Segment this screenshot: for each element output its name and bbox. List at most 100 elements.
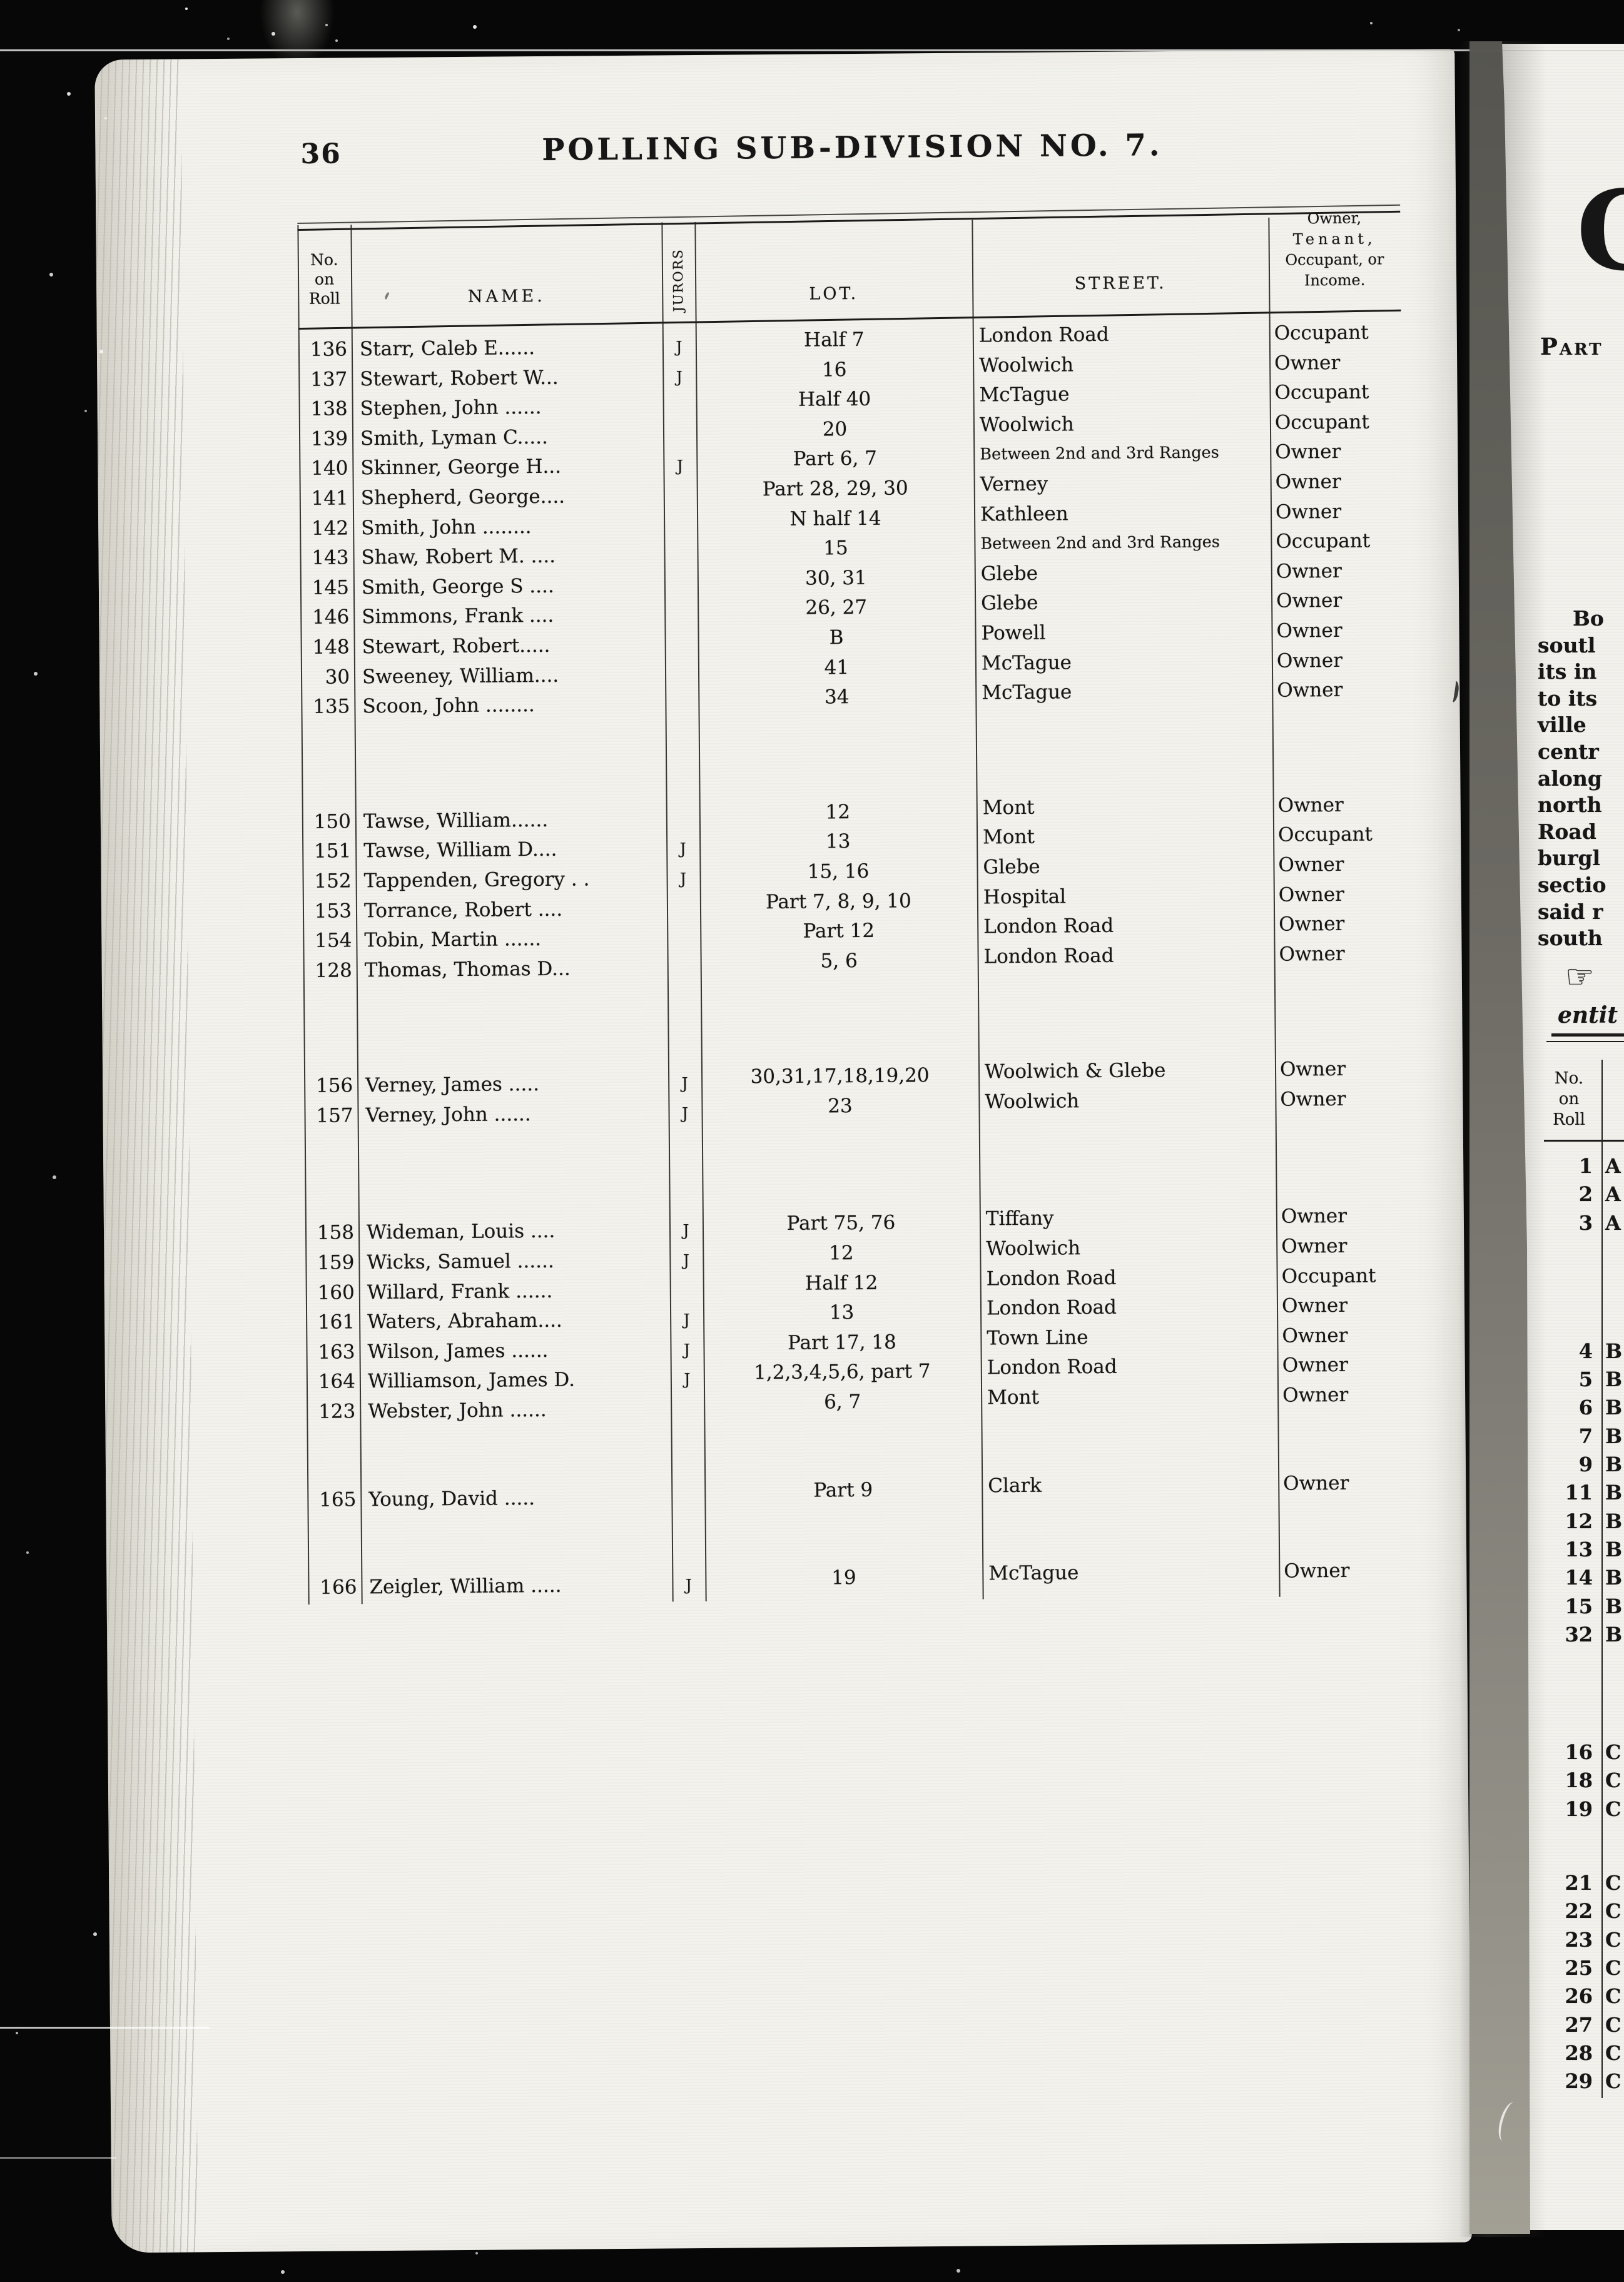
cell-roll-number: 16 xyxy=(1565,1740,1593,1765)
table-row: 165 Young, David ..... Part 9 Clark Owner xyxy=(307,1472,1410,1515)
cell-name: Smith, George S .... xyxy=(361,574,554,599)
cell-roll-number: 150 xyxy=(313,810,352,833)
cell-name-initial: B xyxy=(1605,1396,1623,1420)
cell-juror-flag xyxy=(664,630,698,660)
cell-status: Occupant xyxy=(1274,410,1369,434)
cell-juror-flag xyxy=(664,481,697,511)
cell-juror-flag xyxy=(666,804,699,834)
cell-status: Owner xyxy=(1282,1354,1348,1377)
cell-name-initial: B xyxy=(1605,1453,1623,1477)
cell-roll-number: 158 xyxy=(317,1221,355,1245)
cell-roll-number: 9 xyxy=(1578,1453,1593,1477)
cell-name: Webster, John ...... xyxy=(368,1399,547,1423)
cell-roll-number: 11 xyxy=(1565,1481,1593,1505)
cell-street: Mont xyxy=(982,796,1035,819)
cell-street: London Road xyxy=(983,914,1114,938)
row-group: 166 Zeigler, William ..... J 19 McTague Owner xyxy=(308,1559,1411,1603)
cell-lot: B xyxy=(829,626,844,649)
cell-street: Woolwich xyxy=(979,353,1074,377)
cell-lot: 41 xyxy=(824,656,850,679)
cell-roll-number: 30 xyxy=(325,665,350,689)
cell-roll-number: 28 xyxy=(1565,2041,1593,2065)
film-scratch-line xyxy=(0,2027,210,2029)
roll-entry-row: 19 C xyxy=(1471,1795,1624,1823)
cell-name-initial: C xyxy=(1605,1955,1621,1980)
row-group: 136 Starr, Caleb E...... J Half 7 London Roa… xyxy=(298,322,1404,723)
cell-status: Owner xyxy=(1282,1324,1348,1347)
cell-name: Verney, James ..... xyxy=(365,1073,540,1097)
cell-roll-number: 140 xyxy=(311,457,348,480)
cell-name: Stephen, John ...... xyxy=(360,396,542,420)
cell-street: Woolwich xyxy=(985,1090,1080,1113)
header-line: No. xyxy=(1554,1069,1584,1088)
cell-status: Owner xyxy=(1277,679,1343,702)
cell-juror-flag: J xyxy=(681,1104,689,1123)
cell-street: Powell xyxy=(981,621,1046,645)
cell-roll-number: 123 xyxy=(318,1400,356,1423)
row-group: 4 B 5 B 6 B 7 B 9 B 11 B 12 B 13 B 14 B 15 B 32 B xyxy=(1471,1337,1624,1649)
cell-name: Sweeney, William.... xyxy=(362,664,559,688)
cell-juror-flag: J xyxy=(676,367,683,386)
cell-status: Owner xyxy=(1282,1383,1349,1407)
cell-roll-number: 6 xyxy=(1578,1396,1593,1420)
cell-name-initial: C xyxy=(1605,2012,1621,2037)
cell-juror-flag xyxy=(664,570,698,601)
roll-entry-row: 12 B xyxy=(1471,1508,1624,1536)
cell-name: Stewart, Robert..... xyxy=(362,634,551,659)
paragraph-fragment: Bo soutl its in to its ville centr along north R… xyxy=(1538,606,1624,952)
cell-name-initial: B xyxy=(1605,1481,1623,1505)
cell-name-initial: B xyxy=(1605,1622,1623,1646)
row-group: 158 Wideman, Louis .... J Part 75, 76 Tiffan… xyxy=(305,1205,1410,1428)
cell-name: Tappenden, Gregory . . xyxy=(363,868,590,893)
cell-name: Williamson, James D. xyxy=(367,1369,576,1393)
cell-status: Owner xyxy=(1284,1559,1350,1583)
cell-name: Shepherd, George.... xyxy=(360,485,566,510)
cell-juror-flag xyxy=(662,392,696,422)
cell-roll-number: 128 xyxy=(315,959,352,982)
roll-entry-row: 16 C xyxy=(1471,1738,1624,1767)
cell-roll-number: 146 xyxy=(312,606,350,629)
cell-juror-flag: J xyxy=(681,1074,688,1093)
cell-juror-flag xyxy=(671,1394,704,1424)
cell-name: Zeigler, William ..... xyxy=(369,1575,562,1599)
roll-entry-row: 22 C xyxy=(1471,1897,1624,1925)
cell-roll-number: 135 xyxy=(313,695,350,718)
cell-lot: Part 17, 18 xyxy=(787,1331,896,1354)
table-top-rule xyxy=(1546,1041,1624,1042)
cell-lot: Part 9 xyxy=(813,1478,873,1502)
cell-juror-flag: J xyxy=(684,1370,691,1389)
cell-status: Owner xyxy=(1274,351,1341,375)
header-line: Tenant, xyxy=(1292,230,1376,248)
cell-roll-number: 5 xyxy=(1578,1367,1593,1392)
cell-lot: Part 28, 29, 30 xyxy=(762,477,908,501)
cell-status: Occupant xyxy=(1281,1264,1376,1288)
row-group: 165 Young, David ..... Part 9 Clark Owner xyxy=(307,1472,1410,1515)
cell-name-initial: B xyxy=(1605,1509,1623,1533)
cell-street: London Road xyxy=(978,323,1109,347)
cell-lot: Part 7, 8, 9, 10 xyxy=(765,889,911,913)
header-line: Income. xyxy=(1304,271,1366,290)
paragraph-line: north xyxy=(1538,793,1602,818)
cell-juror-flag xyxy=(670,1275,703,1306)
cell-juror-flag: J xyxy=(679,839,686,858)
roll-entry-row: 28 C xyxy=(1471,2039,1624,2067)
cell-lot: Half 7 xyxy=(803,328,865,352)
cell-roll-number: 156 xyxy=(315,1074,353,1098)
cell-juror-flag: J xyxy=(685,1576,693,1595)
header-line: No. xyxy=(310,250,338,269)
cell-name: Willard, Frank ...... xyxy=(367,1279,553,1304)
roll-entry-row: 14 B xyxy=(1471,1564,1624,1592)
cell-status: Owner xyxy=(1275,500,1342,524)
table-rows: 136 Starr, Caleb E...... J Half 7 London Roa… xyxy=(298,322,1411,1603)
cell-name: Wilson, James ...... xyxy=(367,1339,549,1364)
cell-status: Occupant xyxy=(1276,529,1371,553)
cell-lot: Part 12 xyxy=(803,919,875,943)
row-group: 156 Verney, James ..... J 30,31,17,18,19,20… xyxy=(304,1058,1408,1131)
cell-juror-flag xyxy=(665,660,698,690)
cell-name: Starr, Caleb E...... xyxy=(359,337,535,361)
cell-lot: 19 xyxy=(831,1566,856,1590)
cell-juror-flag: J xyxy=(683,1311,690,1329)
cell-status: Owner xyxy=(1281,1205,1347,1229)
